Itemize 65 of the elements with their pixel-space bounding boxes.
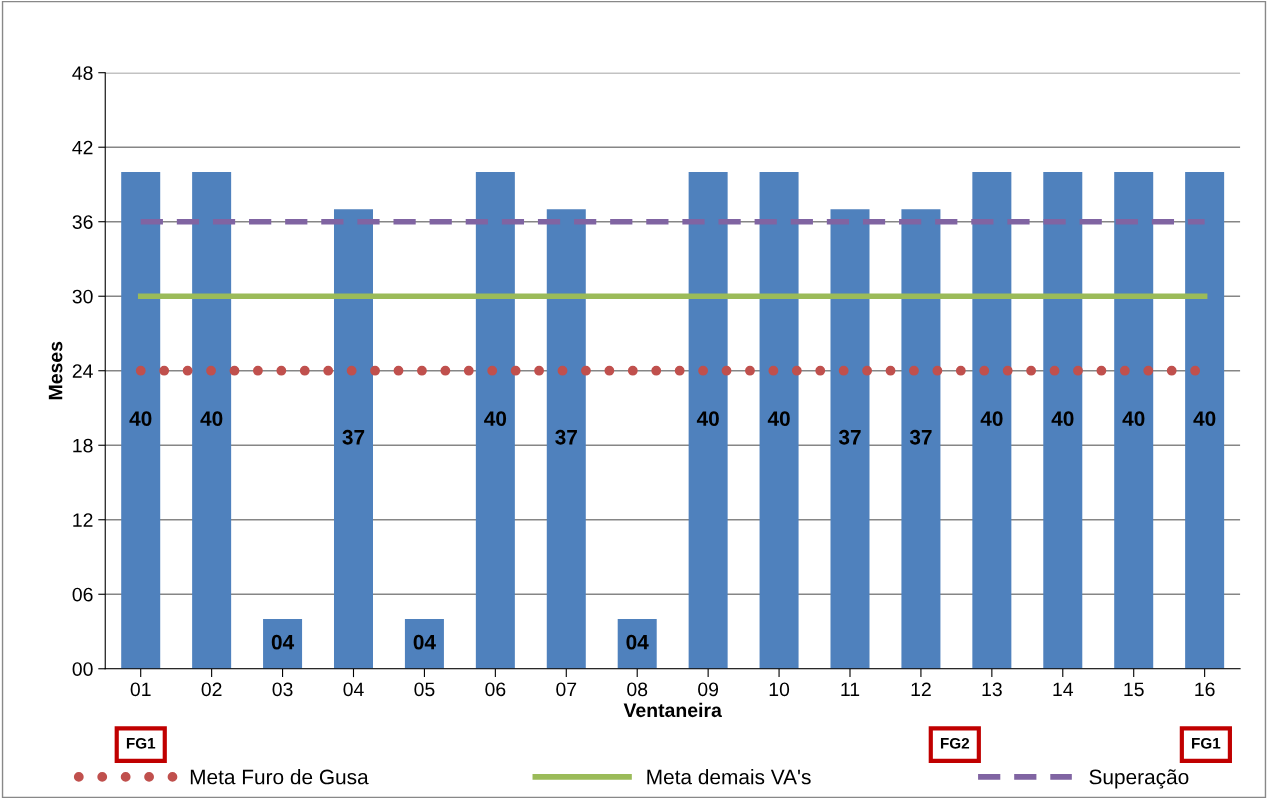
y-tick-label: 18: [73, 438, 93, 453]
y-tick-label: 06: [72, 587, 93, 602]
bar: [617, 619, 657, 669]
bar: [333, 209, 373, 669]
y-axis-title: Meses: [48, 341, 63, 400]
legend-label: Meta Furo de Gusa: [190, 769, 369, 785]
x-tick-label: 14: [1053, 682, 1074, 697]
bar: [901, 209, 941, 669]
y-tick-label: 24: [72, 364, 93, 378]
y-tick-label: 42: [72, 140, 93, 155]
x-tick-label: 15: [1124, 682, 1144, 697]
data-label: 40: [696, 411, 719, 426]
data-label: 37: [555, 429, 577, 445]
bar: [192, 172, 232, 669]
bar: [759, 172, 799, 669]
bar: [830, 209, 870, 669]
x-tick-label: 08: [627, 682, 648, 697]
data-label: 40: [767, 411, 790, 426]
x-axis-title: Ventaneira: [623, 702, 722, 718]
legend-label: Meta demais VA's: [647, 769, 811, 785]
legend-label: Superação: [1089, 769, 1189, 789]
bar: [1043, 172, 1083, 669]
x-tick-label: 05: [414, 682, 435, 697]
x-tick-label: 13: [982, 682, 1002, 697]
y-tick-label: 30: [72, 289, 93, 304]
data-label: 37: [838, 429, 861, 445]
y-tick-label: 48: [72, 66, 93, 80]
text: FG2: [940, 737, 970, 749]
data-label: 40: [1193, 411, 1216, 426]
bar: [121, 172, 161, 669]
data-label: 40: [1122, 411, 1145, 426]
x-tick-label: 10: [769, 682, 790, 697]
data-label: 04: [413, 634, 436, 650]
bar: [972, 172, 1012, 669]
y-tick-label: 12: [73, 513, 93, 527]
data-label: 37: [909, 429, 932, 445]
bar: [404, 619, 444, 669]
bar: [546, 209, 586, 669]
data-label: 40: [129, 411, 152, 426]
x-tick-label: 07: [556, 682, 577, 697]
y-tick-label: 00: [72, 662, 93, 676]
data-label: 40: [1051, 411, 1074, 426]
x-tick-label: 01: [130, 682, 151, 697]
y-tick-label: 36: [72, 215, 93, 229]
bar: [475, 172, 515, 669]
x-tick-label: 04: [343, 682, 364, 697]
data-label: 40: [980, 411, 1003, 426]
x-tick-label: 11: [841, 682, 860, 697]
bar: [1114, 172, 1154, 669]
x-tick-label: 16: [1195, 682, 1215, 697]
bar: [688, 172, 728, 669]
text: FG1: [1192, 737, 1221, 749]
x-tick-label: 12: [911, 682, 931, 697]
text: FG1: [126, 737, 156, 749]
data-label: 04: [271, 634, 295, 650]
data-label: 04: [626, 634, 649, 650]
data-label: 40: [200, 411, 223, 426]
x-tick-label: 09: [698, 682, 719, 697]
data-label: 37: [342, 429, 365, 445]
bar: [1185, 172, 1225, 669]
x-tick-label: 02: [201, 682, 222, 697]
x-tick-label: 03: [272, 682, 293, 697]
data-label: 40: [484, 411, 507, 426]
bar: [263, 619, 303, 669]
x-tick-label: 06: [485, 682, 506, 697]
